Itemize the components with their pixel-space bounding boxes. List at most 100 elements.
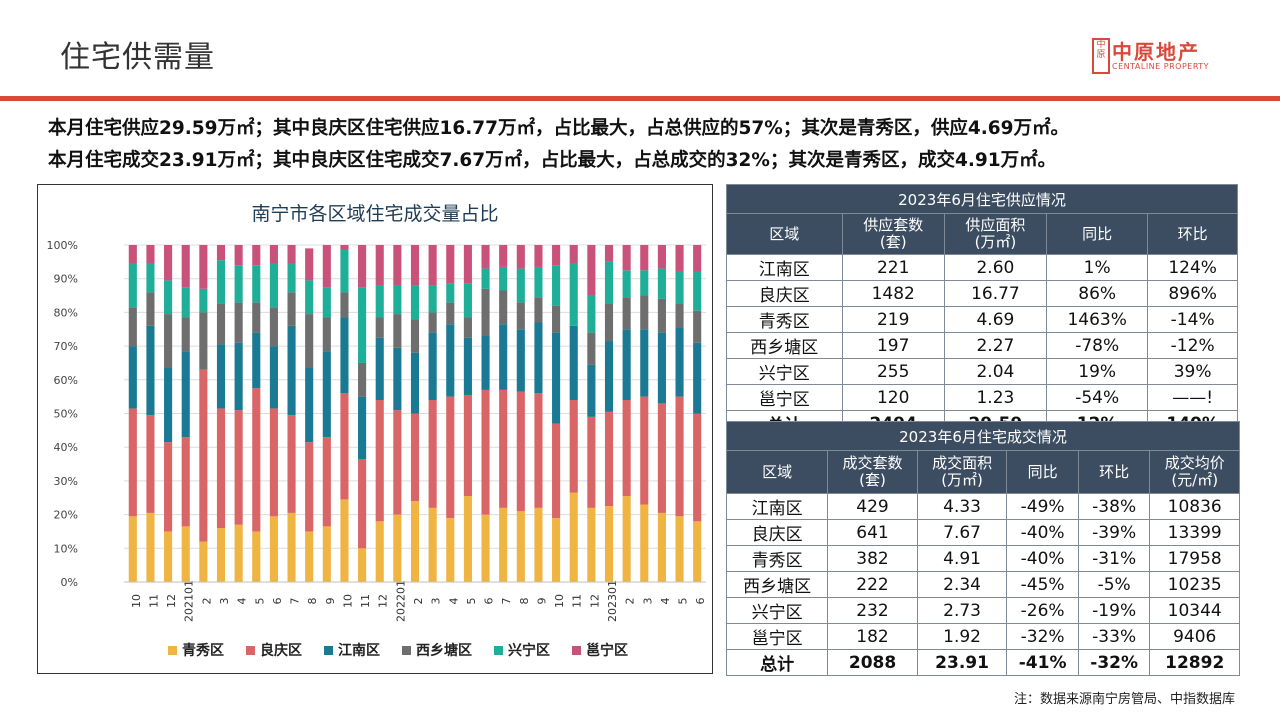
table-cell: 1482 [841, 280, 945, 307]
table-cell: 4.33 [916, 493, 1008, 520]
bar-segment [234, 302, 243, 343]
source-note: 注：数据来源南宁房管局、中指数据库 [1014, 692, 1236, 707]
bar-segment [481, 245, 490, 269]
table-header-cell: 同比 [1006, 450, 1079, 494]
page-title: 住宅供需量 [60, 40, 215, 75]
bar-segment [693, 521, 702, 582]
bar-segment [252, 302, 261, 333]
supply-table-caption: 2023年6月住宅供应情况 [726, 184, 1238, 214]
bar-segment [675, 303, 684, 328]
table-cell: -32% [1006, 623, 1079, 650]
bar-segment [146, 325, 155, 416]
table-row: 江南区 429 4.33 -49% -38% 10836 [725, 493, 1240, 520]
table-cell: 12892 [1149, 649, 1240, 676]
table-cell: -45% [1006, 571, 1079, 598]
bar-segment [622, 270, 631, 298]
bar-segment [587, 332, 596, 365]
table-cell: 良庆区 [725, 519, 829, 546]
table-cell: 13399 [1149, 519, 1240, 546]
bar-segment [675, 327, 684, 397]
x-tick-label: 10 [341, 594, 354, 608]
table-row: 江南区 221 2.60 1% 124% [726, 254, 1238, 281]
table-header-cell: 环比 [1147, 213, 1238, 255]
bar-segment [640, 270, 649, 296]
bar-segment [481, 389, 490, 515]
table-row: 邕宁区 182 1.92 -32% -33% 9406 [725, 623, 1240, 650]
table-cell: 17958 [1149, 545, 1240, 572]
bar-segment [463, 496, 472, 582]
table-cell: -54% [1046, 384, 1149, 411]
bar-segment [199, 541, 208, 582]
table-cell: 4.91 [916, 545, 1008, 572]
bar-segment [552, 265, 561, 306]
bar-segment [234, 410, 243, 525]
bar-segment [322, 317, 331, 352]
bar-segment [463, 245, 472, 284]
bar-segment [269, 408, 278, 517]
bar-segment [164, 368, 173, 443]
bar-segment [481, 514, 490, 582]
table-header-cell: 成交套数 (套) [827, 450, 918, 494]
table-cell: 2.34 [916, 571, 1008, 598]
bar-segment [305, 531, 314, 582]
table-cell: 86% [1046, 280, 1149, 307]
bar-segment [393, 285, 402, 315]
bar-segment [358, 287, 367, 363]
bar-segment [358, 548, 367, 582]
bar-segment [216, 260, 226, 304]
x-tick-label: 5 [465, 598, 478, 605]
table-cell: -5% [1077, 571, 1151, 598]
bar-segment [481, 268, 490, 289]
y-tick-label: 50% [54, 408, 78, 421]
bar-segment [146, 292, 155, 326]
table-cell: 西乡塘区 [725, 571, 829, 598]
bar-segment [393, 245, 402, 286]
bar-segment [693, 310, 702, 343]
bar-segment [516, 511, 525, 582]
table-cell: 16.77 [943, 280, 1048, 307]
table-cell: -26% [1006, 597, 1079, 624]
bar-segment [128, 245, 137, 264]
deal-summary: 本月住宅成交23.91万㎡；其中良庆区住宅成交7.67万㎡，占比最大，占总成交的… [48, 150, 1057, 171]
bar-segment [569, 263, 578, 326]
table-cell: 382 [827, 545, 918, 572]
table-cell: 2.60 [943, 254, 1048, 281]
bar-segment [499, 245, 508, 267]
bar-segment [269, 307, 278, 347]
bar-segment [463, 317, 472, 338]
bar-segment [446, 324, 455, 397]
table-cell: -32% [1077, 649, 1151, 676]
table-cell: -40% [1006, 519, 1079, 546]
table-header-cell: 同比 [1046, 213, 1149, 255]
x-tick-label: 9 [535, 598, 548, 605]
bar-segment [181, 287, 190, 318]
table-header-cell: 供应套数 (套) [841, 213, 945, 255]
bar-segment [534, 393, 543, 508]
table-cell: 182 [827, 623, 918, 650]
y-tick-label: 10% [54, 542, 78, 555]
bar-segment [234, 265, 243, 303]
bar-segment [587, 364, 596, 417]
bar-segment [640, 245, 649, 271]
bar-segment [410, 501, 420, 582]
bar-segment [675, 245, 684, 272]
table-cell: 青秀区 [726, 306, 843, 333]
bar-segment [534, 245, 543, 267]
bar-segment [181, 245, 190, 288]
table-cell: -31% [1077, 545, 1151, 572]
bar-segment [393, 347, 402, 411]
x-tick-label: 6 [271, 598, 284, 605]
bar-segment [446, 302, 455, 325]
table-cell: 1463% [1046, 306, 1149, 333]
bar-segment [622, 400, 631, 497]
bar-segment [622, 329, 631, 401]
x-tick-label: 6 [694, 598, 707, 605]
x-tick-label: 5 [677, 598, 690, 605]
bar-segment [164, 280, 173, 315]
bar-segment [287, 263, 296, 293]
bar-segment [657, 332, 666, 404]
table-cell: 641 [827, 519, 918, 546]
bar-segment [675, 516, 684, 582]
table-cell: 255 [841, 358, 945, 385]
bar-segment [375, 245, 384, 286]
